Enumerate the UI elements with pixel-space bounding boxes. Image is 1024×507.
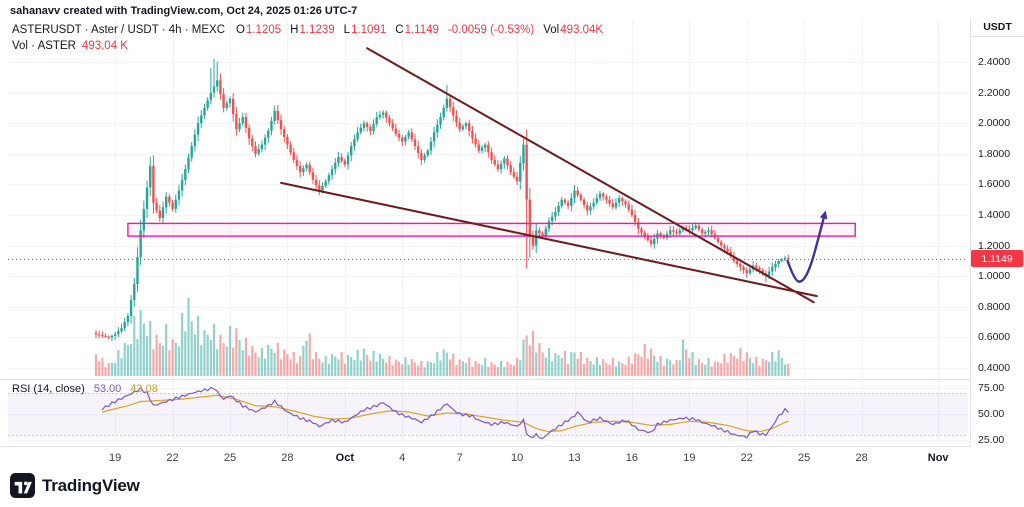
attribution-text: sahanavv created with TradingView.com, O… bbox=[10, 5, 358, 17]
volume-field: Vol 493.04K bbox=[543, 24, 603, 36]
price-axis-unit: USDT bbox=[971, 18, 1024, 37]
symbol-title[interactable]: ASTERUSDT · Aster / USDT · 4h · MEXC bbox=[12, 24, 226, 36]
close-field: C 1.1149 bbox=[395, 24, 439, 36]
high-field: H 1.1239 bbox=[290, 24, 335, 36]
high-label: H bbox=[290, 24, 299, 36]
volume-study-label[interactable]: Vol · ASTER bbox=[12, 40, 76, 52]
open-field: O 1.1205 bbox=[236, 24, 281, 36]
open-label: O bbox=[236, 24, 245, 36]
volume-label: Vol bbox=[543, 24, 560, 36]
volume-study-value: 493.04 K bbox=[81, 40, 128, 52]
tradingview-wordmark[interactable]: TradingView bbox=[42, 475, 140, 495]
change-value: -0.0059 (-0.53%) bbox=[447, 24, 535, 36]
rsi-legend: RSI (14, close) 53.00 43.08 bbox=[12, 383, 158, 395]
open-value: 1.1205 bbox=[245, 24, 282, 36]
volume-study-legend: Vol · ASTER 493.04 K bbox=[12, 40, 128, 52]
symbol-legend: ASTERUSDT · Aster / USDT · 4h · MEXC O 1.… bbox=[12, 24, 603, 36]
rsi-value: 53.00 bbox=[93, 383, 122, 395]
tradingview-logo-icon[interactable] bbox=[10, 473, 35, 498]
low-label: L bbox=[343, 24, 351, 36]
high-value: 1.1239 bbox=[299, 24, 335, 36]
close-value: 1.1149 bbox=[404, 24, 439, 36]
rsi-ma-value: 43.08 bbox=[130, 383, 158, 395]
close-label: C bbox=[395, 24, 404, 36]
price-axis[interactable]: USDT bbox=[970, 18, 1024, 447]
footer: TradingView bbox=[10, 473, 140, 498]
low-field: L 1.1091 bbox=[344, 24, 387, 36]
last-price-badge: 1.1149 bbox=[971, 250, 1023, 268]
volume-value: 493.04K bbox=[560, 24, 604, 36]
time-axis[interactable] bbox=[0, 447, 970, 467]
rsi-label[interactable]: RSI (14, close) bbox=[12, 383, 85, 395]
low-value: 1.1091 bbox=[351, 24, 387, 36]
